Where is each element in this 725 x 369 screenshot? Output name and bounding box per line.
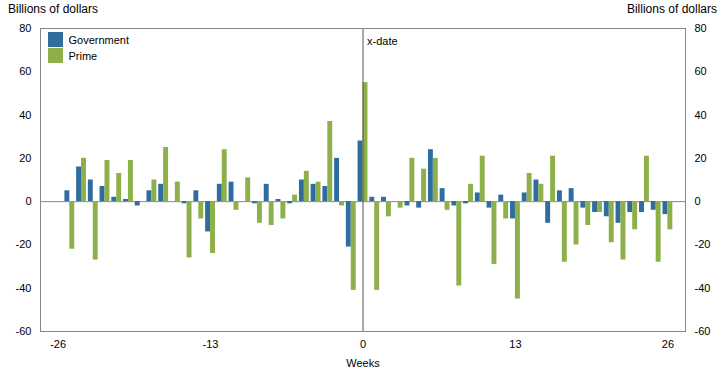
svg-text:13: 13 bbox=[509, 338, 521, 350]
svg-text:80: 80 bbox=[695, 22, 707, 34]
svg-text:20: 20 bbox=[19, 152, 31, 164]
svg-text:-40: -40 bbox=[16, 282, 32, 294]
svg-text:40: 40 bbox=[695, 109, 707, 121]
svg-text:-20: -20 bbox=[16, 238, 32, 250]
svg-text:0: 0 bbox=[25, 195, 31, 207]
html-text:Government: Government bbox=[68, 33, 129, 46]
svg-text:-13: -13 bbox=[203, 338, 219, 350]
svg-text:80: 80 bbox=[19, 22, 31, 34]
html-text:Billions of dollars: Billions of dollars bbox=[8, 2, 98, 16]
svg-text:x-date: x-date bbox=[367, 35, 398, 47]
svg-text:-26: -26 bbox=[50, 338, 66, 350]
html-text:Prime: Prime bbox=[68, 49, 98, 62]
svg-text:40: 40 bbox=[19, 109, 31, 121]
svg-text:26: 26 bbox=[662, 338, 674, 350]
svg-text:20: 20 bbox=[695, 152, 707, 164]
html-text:Billions of dollars: Billions of dollars bbox=[627, 2, 717, 16]
svg-text:-40: -40 bbox=[695, 282, 711, 294]
svg-text:-20: -20 bbox=[695, 238, 711, 250]
svg-text:-60: -60 bbox=[695, 325, 711, 337]
svg-text:0: 0 bbox=[695, 195, 701, 207]
svg-text:-60: -60 bbox=[16, 325, 32, 337]
svg-text:0: 0 bbox=[360, 338, 366, 350]
svg-text:Weeks: Weeks bbox=[346, 357, 380, 369]
svg-text:60: 60 bbox=[19, 65, 31, 77]
svg-text:60: 60 bbox=[695, 65, 707, 77]
